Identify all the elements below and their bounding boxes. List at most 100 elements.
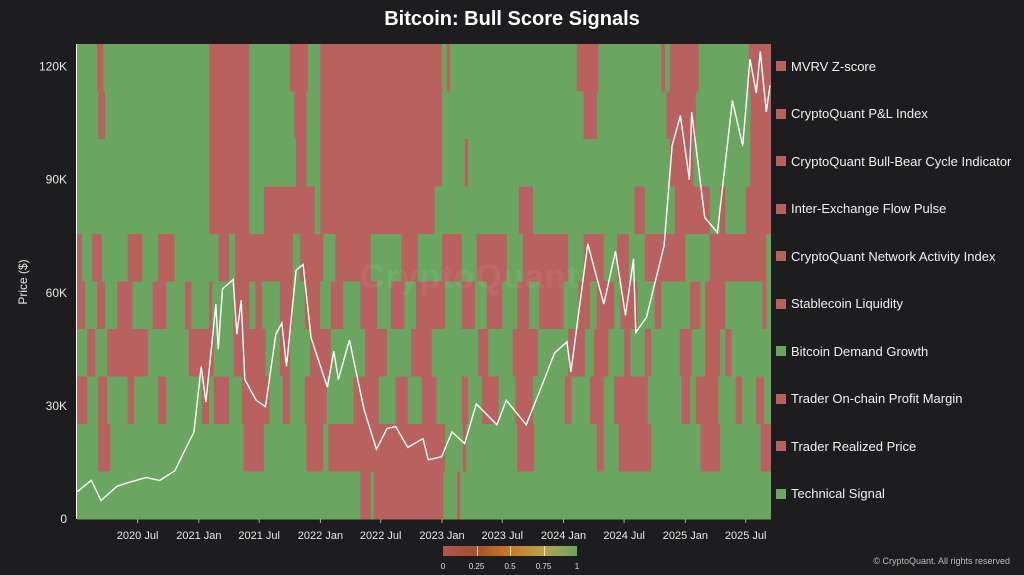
bear-period-row6-17: [517, 281, 530, 330]
y-tick-label: 0: [60, 512, 67, 526]
bear-period-row4-2: [263, 186, 315, 235]
bear-period-row4-7: [720, 186, 726, 235]
colorbar-tick-label: 1: [574, 562, 580, 571]
bear-period-row6-22: [654, 281, 662, 330]
price-line: [76, 51, 771, 502]
legend-item: MVRV Z-score: [776, 56, 876, 76]
bear-period-row5-11: [476, 234, 507, 282]
bear-period-row5-3: [127, 234, 143, 282]
bear-period-row2-3: [294, 91, 307, 140]
credit-text: © CryptoQuant. All rights reserved: [873, 556, 1010, 566]
bear-period-row5-16: [709, 234, 767, 282]
bear-period-row8-6: [213, 376, 229, 425]
y-tick-label: 30K: [46, 399, 67, 413]
bear-period-row4-8: [745, 186, 771, 235]
bear-period-row6-16: [486, 281, 503, 330]
legend-item: Stablecoin Liquidity: [776, 294, 903, 314]
bear-period-row7-15: [679, 329, 692, 377]
bear-period-row3-5: [669, 139, 694, 187]
x-tick-label: 2024 Jul: [603, 530, 645, 542]
legend-label: Stablecoin Liquidity: [791, 296, 904, 311]
legend-swatch: [776, 346, 786, 356]
bear-period-row6-9: [279, 281, 293, 330]
bear-period-row7-17: [725, 329, 732, 377]
bear-period-row6-5: [184, 281, 192, 330]
bear-period-row7-12: [593, 329, 609, 377]
bear-period-row8-9: [304, 376, 327, 425]
bear-period-row9-8: [618, 424, 652, 472]
bear-period-row8-11: [395, 376, 408, 425]
bear-period-row8-12: [421, 376, 437, 425]
bear-period-row8-22: [756, 376, 765, 425]
bear-period-row6-1: [77, 281, 85, 330]
legend-label: Trader Realized Price: [791, 438, 917, 454]
signal-heatmap: [77, 44, 771, 520]
x-tick-label: 2022 Jan: [298, 530, 343, 542]
legend-swatch: [776, 108, 786, 119]
bear-period-row2-1: [98, 91, 105, 140]
legend-label: CryptoQuant P&L Index: [791, 106, 928, 121]
legend-item: Trader Realized Price: [776, 436, 916, 456]
bear-period-row8-15: [515, 376, 533, 425]
x-tick-label: 2024 Jan: [541, 530, 586, 542]
legend-label: MVRV Z-score: [791, 58, 876, 74]
bear-period-row5-10: [441, 234, 462, 282]
bear-period-row8-2: [98, 376, 108, 425]
colorbar-tick-mark: [510, 546, 511, 556]
bear-period-row9-3: [306, 424, 324, 472]
y-axis-label: Price ($): [16, 259, 30, 304]
bear-period-row9-10: [760, 424, 771, 472]
bear-period-row5-9: [401, 234, 418, 282]
bear-period-row7-8: [411, 329, 432, 377]
bear-period-row3-2: [296, 139, 307, 187]
bear-period-row6-2: [96, 281, 105, 330]
bear-period-row1-6: [576, 44, 599, 92]
x-tick-label: 2025 Jul: [725, 530, 767, 542]
bear-period-row7-9: [478, 329, 489, 377]
bear-period-row6-21: [620, 281, 638, 330]
legend-swatch: [776, 298, 786, 309]
bear-period-row9-6: [517, 424, 535, 472]
legend-label: CryptoQuant Network Activity Index: [791, 248, 996, 264]
bear-period-row10-1: [360, 471, 371, 520]
y-axis: 0 30K 60K 90K 120K: [39, 60, 67, 526]
x-tick-label: 2020 Jul: [117, 530, 159, 542]
bear-period-row8-3: [127, 376, 134, 425]
bear-period-row4-1: [209, 186, 250, 235]
bear-period-row9-1: [98, 424, 111, 472]
bear-period-row9-5: [462, 424, 467, 472]
bear-period-row7-2: [107, 329, 148, 377]
bear-period-row6-25: [762, 281, 767, 330]
bear-period-row9-9: [700, 424, 721, 472]
legend-swatch: [776, 251, 786, 261]
x-tick-label: 2023 Jul: [481, 530, 523, 542]
bear-period-row2-4: [320, 91, 442, 140]
bear-period-row8-19: [681, 376, 691, 425]
y-tick-label: 60K: [46, 286, 67, 300]
bear-period-row6-15: [461, 281, 475, 330]
y-tick-label: 90K: [46, 173, 67, 187]
legend-item: Trader On-chain Profit Margin: [776, 389, 962, 409]
x-tick-label: 2021 Jan: [176, 530, 221, 542]
bear-period-row4-5: [634, 186, 645, 235]
bear-period-row9-2: [243, 424, 264, 472]
legend-label: Bitcoin Demand Growth: [791, 343, 929, 359]
legend-swatch: [776, 61, 786, 71]
bear-period-row7-7: [365, 329, 388, 377]
bear-period-row1-2: [209, 44, 250, 92]
watermark: CryptoQuant: [360, 258, 579, 296]
bear-period-row5-6: [235, 234, 293, 282]
bear-period-row6-24: [705, 281, 726, 330]
legend-swatch: [776, 488, 786, 499]
colorbar-tick-mark: [543, 546, 545, 556]
bear-period-row8-20: [695, 376, 719, 425]
bear-period-row8-21: [735, 376, 743, 425]
bear-period-row5-15: [644, 234, 686, 282]
bear-period-row3-6: [750, 139, 771, 187]
bear-period-row5-14: [617, 234, 629, 282]
bear-period-row7-1: [87, 329, 96, 377]
legend-item: CryptoQuant P&L Index: [776, 104, 928, 124]
colorbar-tick-mark: [476, 546, 478, 556]
bear-period-row6-3: [117, 281, 133, 330]
